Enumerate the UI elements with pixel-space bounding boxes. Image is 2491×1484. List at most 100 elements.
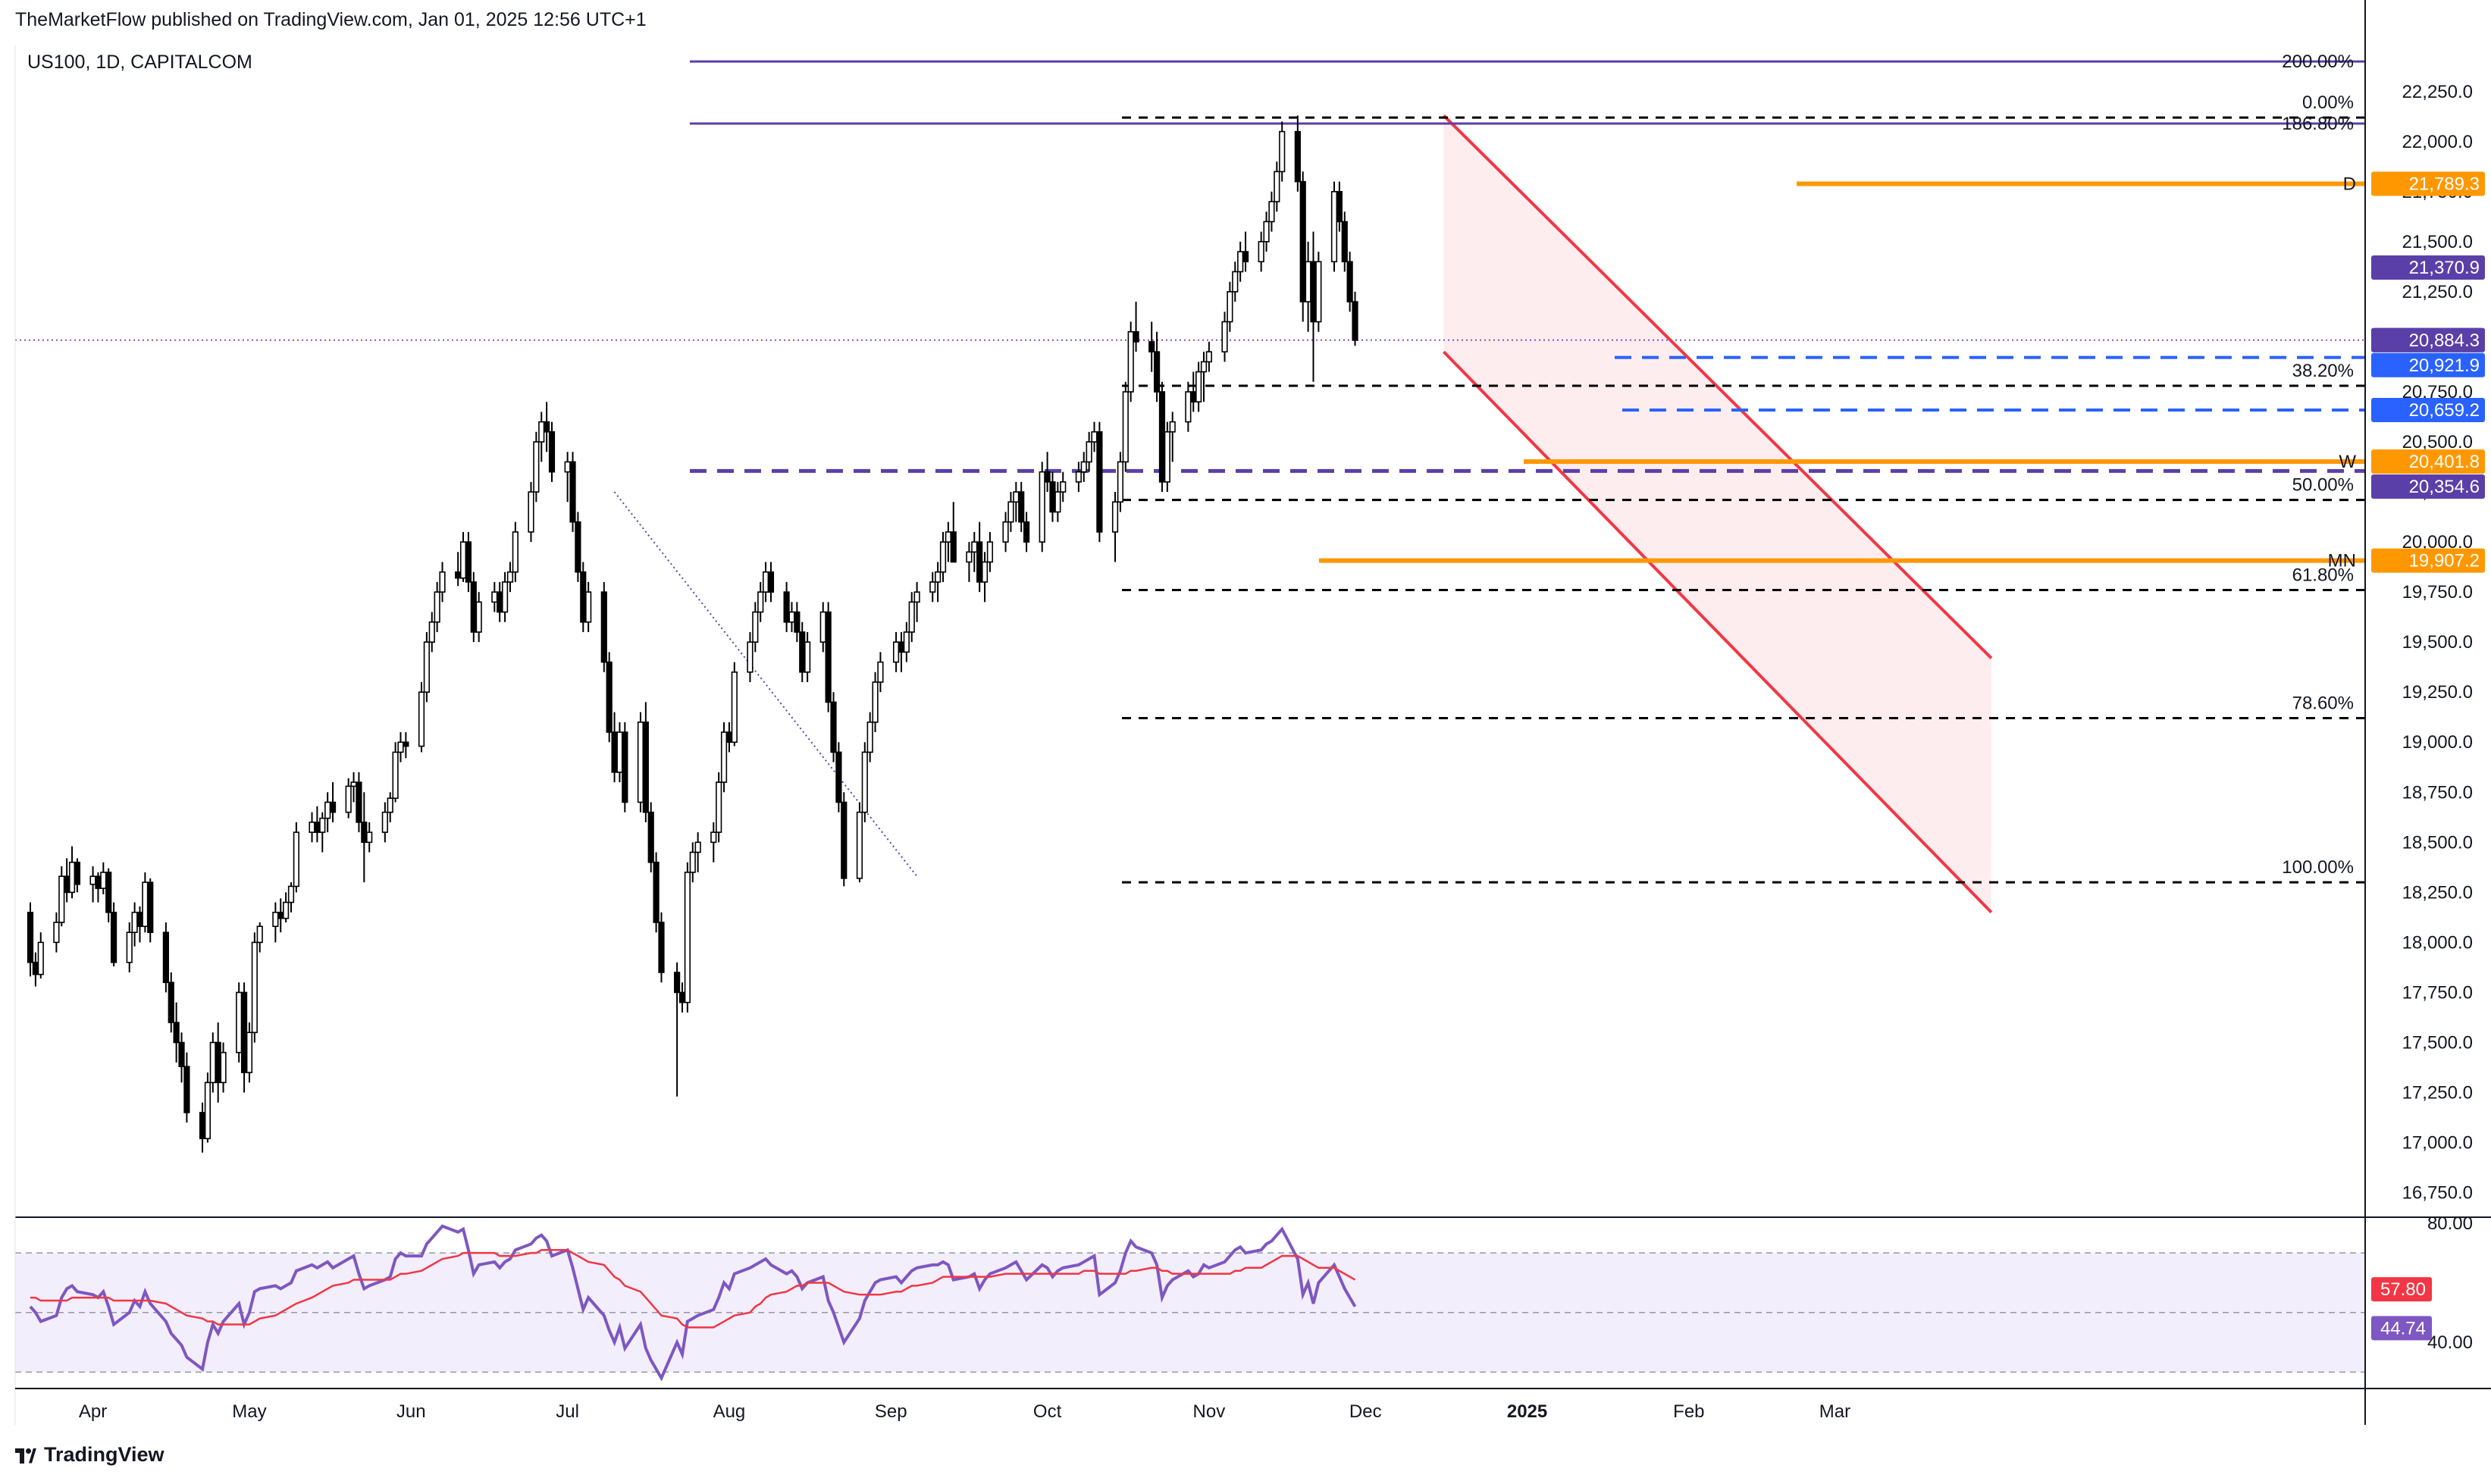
tradingview-logo[interactable]: TradingView	[15, 1443, 164, 1467]
candle-body	[575, 521, 581, 573]
candle-body	[1341, 221, 1348, 263]
candle-body	[1044, 471, 1051, 483]
candle-body	[272, 911, 279, 928]
price-tag-label: 20,921.9	[2409, 355, 2480, 376]
price-tick-label: 16,750.0	[2402, 1183, 2473, 1204]
price-tick-label: 19,500.0	[2402, 632, 2473, 653]
candle-body	[1086, 441, 1092, 463]
candle-body	[1330, 191, 1338, 263]
candle-body	[168, 982, 174, 1023]
candle-body	[788, 611, 795, 623]
candle-body	[783, 591, 790, 623]
candle-body	[611, 731, 618, 773]
candle-body	[642, 722, 649, 813]
candle-body	[908, 601, 915, 633]
candle-body	[204, 1082, 212, 1140]
candle-body	[1013, 491, 1020, 503]
candle-body	[1111, 501, 1119, 533]
candle-body	[1242, 251, 1249, 263]
candle-body	[799, 631, 806, 673]
candle-body	[1049, 481, 1056, 513]
trend-dotted-line	[613, 491, 918, 877]
candle-body	[392, 751, 399, 800]
candle-body	[1169, 421, 1176, 433]
candle-body	[1164, 431, 1170, 483]
candle-body	[939, 541, 947, 573]
candle-body	[1227, 291, 1233, 323]
candle-body	[319, 817, 326, 833]
price-tag-label: 20,354.6	[2409, 477, 2480, 497]
rsi-tick-label: 40.00	[2427, 1332, 2473, 1353]
candle-body	[423, 641, 430, 693]
candle-body	[819, 611, 826, 643]
candle-body	[1315, 261, 1322, 323]
time-tick-label: Jun	[396, 1401, 426, 1422]
time-tick-label: Dec	[1349, 1401, 1382, 1422]
candle-body	[945, 531, 951, 543]
price-tag-label: 20,884.3	[2409, 330, 2480, 351]
price-tick-label: 21,500.0	[2402, 232, 2473, 252]
candle-body	[439, 571, 446, 593]
candle-body	[309, 822, 315, 833]
candle-body	[1091, 431, 1098, 443]
candle-body	[903, 631, 910, 653]
candle-body	[356, 781, 362, 823]
candle-body	[533, 441, 540, 493]
candle-body	[58, 875, 65, 923]
candle-body	[403, 741, 409, 747]
candle-body	[538, 421, 545, 443]
candle-body	[1200, 361, 1208, 373]
time-tick-label: May	[232, 1401, 266, 1422]
symbol-label[interactable]: US100, 1D, CAPITALCOM	[27, 52, 252, 73]
price-tick-label: 17,750.0	[2402, 982, 2473, 1003]
candle-body	[1279, 130, 1286, 173]
candle-body	[162, 931, 169, 984]
price-tag-label: 19,907.2	[2409, 551, 2480, 571]
price-tag	[2371, 397, 2485, 422]
candle-body	[428, 621, 435, 643]
level-label: 61.80%	[2292, 565, 2354, 585]
candle-body	[747, 641, 754, 673]
candle-body	[27, 911, 34, 963]
price-tag-label: 21,370.9	[2409, 258, 2480, 278]
candle-body	[74, 861, 81, 885]
price-tag	[2371, 327, 2485, 352]
candle-body	[147, 881, 154, 933]
candle-body	[616, 731, 623, 773]
candle-body	[397, 741, 404, 753]
price-tag	[2371, 352, 2485, 377]
candle-body	[935, 571, 942, 583]
rsi-line	[29, 1224, 1357, 1382]
level-label: 200.00%	[2282, 52, 2354, 72]
price-tick-label: 17,000.0	[2402, 1133, 2473, 1154]
candles	[27, 115, 1358, 1153]
candle-body	[569, 461, 576, 523]
price-tick-label: 18,500.0	[2402, 832, 2473, 853]
candle-body	[418, 691, 425, 747]
candle-body	[1060, 481, 1067, 493]
candle-body	[1346, 261, 1353, 302]
time-tick-label: Aug	[713, 1401, 746, 1422]
price-tick-label: 18,750.0	[2402, 782, 2473, 803]
candle-body	[142, 881, 149, 928]
candle-body	[1153, 351, 1161, 393]
candle-body	[898, 641, 905, 653]
candle-body	[1305, 261, 1311, 302]
candle-body	[1268, 201, 1275, 223]
time-tick-label: Feb	[1673, 1401, 1704, 1422]
candle-body	[835, 751, 842, 803]
candle-body	[1148, 341, 1155, 352]
price-tick-label: 21,250.0	[2402, 282, 2473, 302]
candle-body	[1080, 461, 1087, 473]
candle-body	[684, 872, 691, 1003]
candle-body	[37, 941, 44, 975]
candle-body	[199, 1112, 206, 1140]
candle-body	[350, 781, 357, 787]
candle-body	[1190, 391, 1197, 402]
candle-body	[1133, 330, 1139, 343]
candle-body	[459, 541, 467, 579]
price-tick-label: 22,000.0	[2402, 132, 2473, 152]
time-tick-label: 2025	[1507, 1401, 1547, 1422]
